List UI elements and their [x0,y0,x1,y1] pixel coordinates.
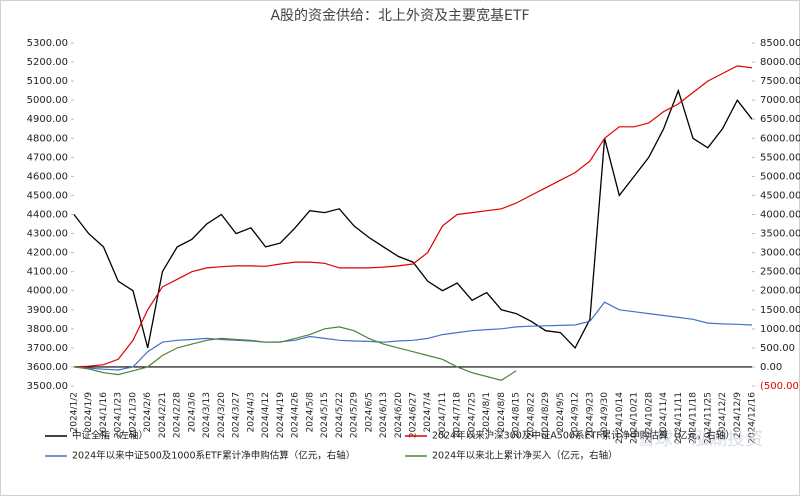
chart-title: A股的资金供给：北上外资及主要宽基ETF [270,7,529,24]
x-tick-label: 2024/9/5 [556,392,566,432]
x-tick-label: 2024/8/8 [497,392,507,433]
x-tick-label: 2024/6/27 [409,392,419,438]
y-tick-label: 3500.00 [27,381,68,392]
x-tick-label: 2024/6/20 [394,392,404,438]
series-line [73,65,753,368]
legend-label: 中证全指（左轴） [72,430,148,442]
x-tick-label: 2024/8/1 [482,392,492,432]
x-tick-label: 2024/1/23 [114,392,124,438]
x-tick-label: 2024/10/28 [644,392,654,444]
x-tick-label: 2024/2/6 [143,392,153,433]
x-tick-label: 2024/11/11 [674,392,684,444]
x-tick-label: 2024/12/16 [748,392,758,444]
x-tick-label: 2024/4/3 [246,392,256,432]
legend-label: 2024年以来中证500及1000系ETF累计净申购估算（亿元，右轴） [72,450,355,462]
x-tick-label: 2024/4/19 [276,392,286,438]
x-tick-label: 2024/11/4 [659,392,669,438]
y-tick-label: 5300.00 [27,38,68,49]
x-tick-label: 2024/3/20 [217,392,227,438]
legend-label: 2024年以来沪深300及中证A500系ETF累计净申购估算（亿元，右轴） [432,430,735,442]
y-tick-label: 4700.00 [27,152,68,163]
y-tick-label: 3900.00 [27,305,68,316]
y-tick-label: 4300.00 [27,229,68,240]
x-tick-label: 2024/6/13 [379,392,389,438]
y2-tick-label: 8500.00 [760,38,800,49]
y2-tick-label: 3500.00 [760,229,800,240]
x-tick-label: 2024/10/14 [615,392,625,444]
y-tick-label: 4200.00 [27,248,68,259]
x-tick-label: 2024/4/26 [291,392,301,438]
x-tick-label: 2024/3/27 [232,392,242,438]
y2-tick-label: 4500.00 [760,190,800,201]
y2-tick-label: 3000.00 [760,248,800,259]
y-tick-label: 5000.00 [27,95,68,106]
x-tick-label: 2024/1/2 [70,392,80,432]
x-tick-label: 2024/7/11 [438,392,448,438]
x-tick-label: 2024/1/30 [128,392,138,438]
x-tick-label: 2024/9/12 [571,392,581,438]
x-tick-label: 2024/11/18 [689,392,699,444]
legend-label: 2024年以来北上累计净买入（亿元，右轴） [432,450,618,462]
x-tick-label: 2024/6/5 [364,392,374,432]
y2-tick-label: 6500.00 [760,114,800,125]
y2-tick-label: 7500.00 [760,76,800,87]
x-tick-label: 2024/4/12 [261,392,271,438]
x-tick-label: 2024/8/29 [541,392,551,438]
x-tick-label: 2024/3/13 [202,392,212,438]
y2-tick-label: 500.00 [760,343,795,354]
y2-tick-label: 6000.00 [760,133,800,144]
y-tick-label: 3800.00 [27,324,68,335]
x-tick-label: 2024/2/21 [158,392,168,438]
y2-tick-label: 2000.00 [760,286,800,297]
x-tick-label: 2024/2/28 [173,392,183,438]
y-tick-label: 4500.00 [27,190,68,201]
y-tick-label: 4100.00 [27,267,68,278]
x-tick-label: 2024/9/30 [600,392,610,438]
x-tick-label: 2024/1/9 [84,392,94,433]
x-tick-label: 2024/9/23 [585,392,595,438]
y2-tick-label: 2500.00 [760,267,800,278]
x-tick-label: 2024/5/15 [320,392,330,438]
x-tick-label: 2024/12/9 [733,392,743,438]
y2-tick-label: 5500.00 [760,152,800,163]
y-tick-label: 4400.00 [27,210,68,221]
y2-tick-label: (500.00) [760,381,800,392]
y2-tick-label: 5000.00 [760,171,800,182]
y-tick-label: 4600.00 [27,171,68,182]
x-tick-label: 2024/5/22 [335,392,345,438]
y-tick-label: 3600.00 [27,362,68,373]
y-tick-label: 4800.00 [27,133,68,144]
y-tick-label: 3700.00 [27,343,68,354]
y2-tick-label: 1000.00 [760,324,800,335]
y2-tick-label: 0.00 [760,362,782,373]
x-tick-label: 2024/11/25 [703,392,713,444]
y2-tick-label: 7000.00 [760,95,800,106]
y-tick-label: 5100.00 [27,76,68,87]
x-tick-label: 2024/3/6 [187,392,197,433]
x-tick-label: 2024/7/25 [467,392,477,438]
x-tick-label: 2024/12/2 [718,392,728,438]
x-tick-label: 2024/8/15 [512,392,522,438]
x-tick-label: 2024/1/16 [99,392,109,438]
x-tick-label: 2024/8/22 [526,392,536,438]
series-line [73,326,517,381]
y-tick-label: 4900.00 [27,114,68,125]
x-tick-label: 2024/7/18 [453,392,463,438]
y2-tick-label: 1500.00 [760,305,800,316]
x-tick-label: 2024/7/4 [423,392,433,433]
y2-tick-label: 4000.00 [760,210,800,221]
x-tick-label: 2024/5/8 [305,392,315,433]
watermark: 雪球：泓湖投资 [637,429,763,450]
series-line [73,301,753,371]
x-tick-label: 2024/10/21 [630,392,640,444]
y-tick-label: 5200.00 [27,57,68,68]
y2-tick-label: 8000.00 [760,57,800,68]
x-tick-label: 2024/5/29 [350,392,360,438]
series-line [73,88,753,350]
y-tick-label: 4000.00 [27,286,68,297]
